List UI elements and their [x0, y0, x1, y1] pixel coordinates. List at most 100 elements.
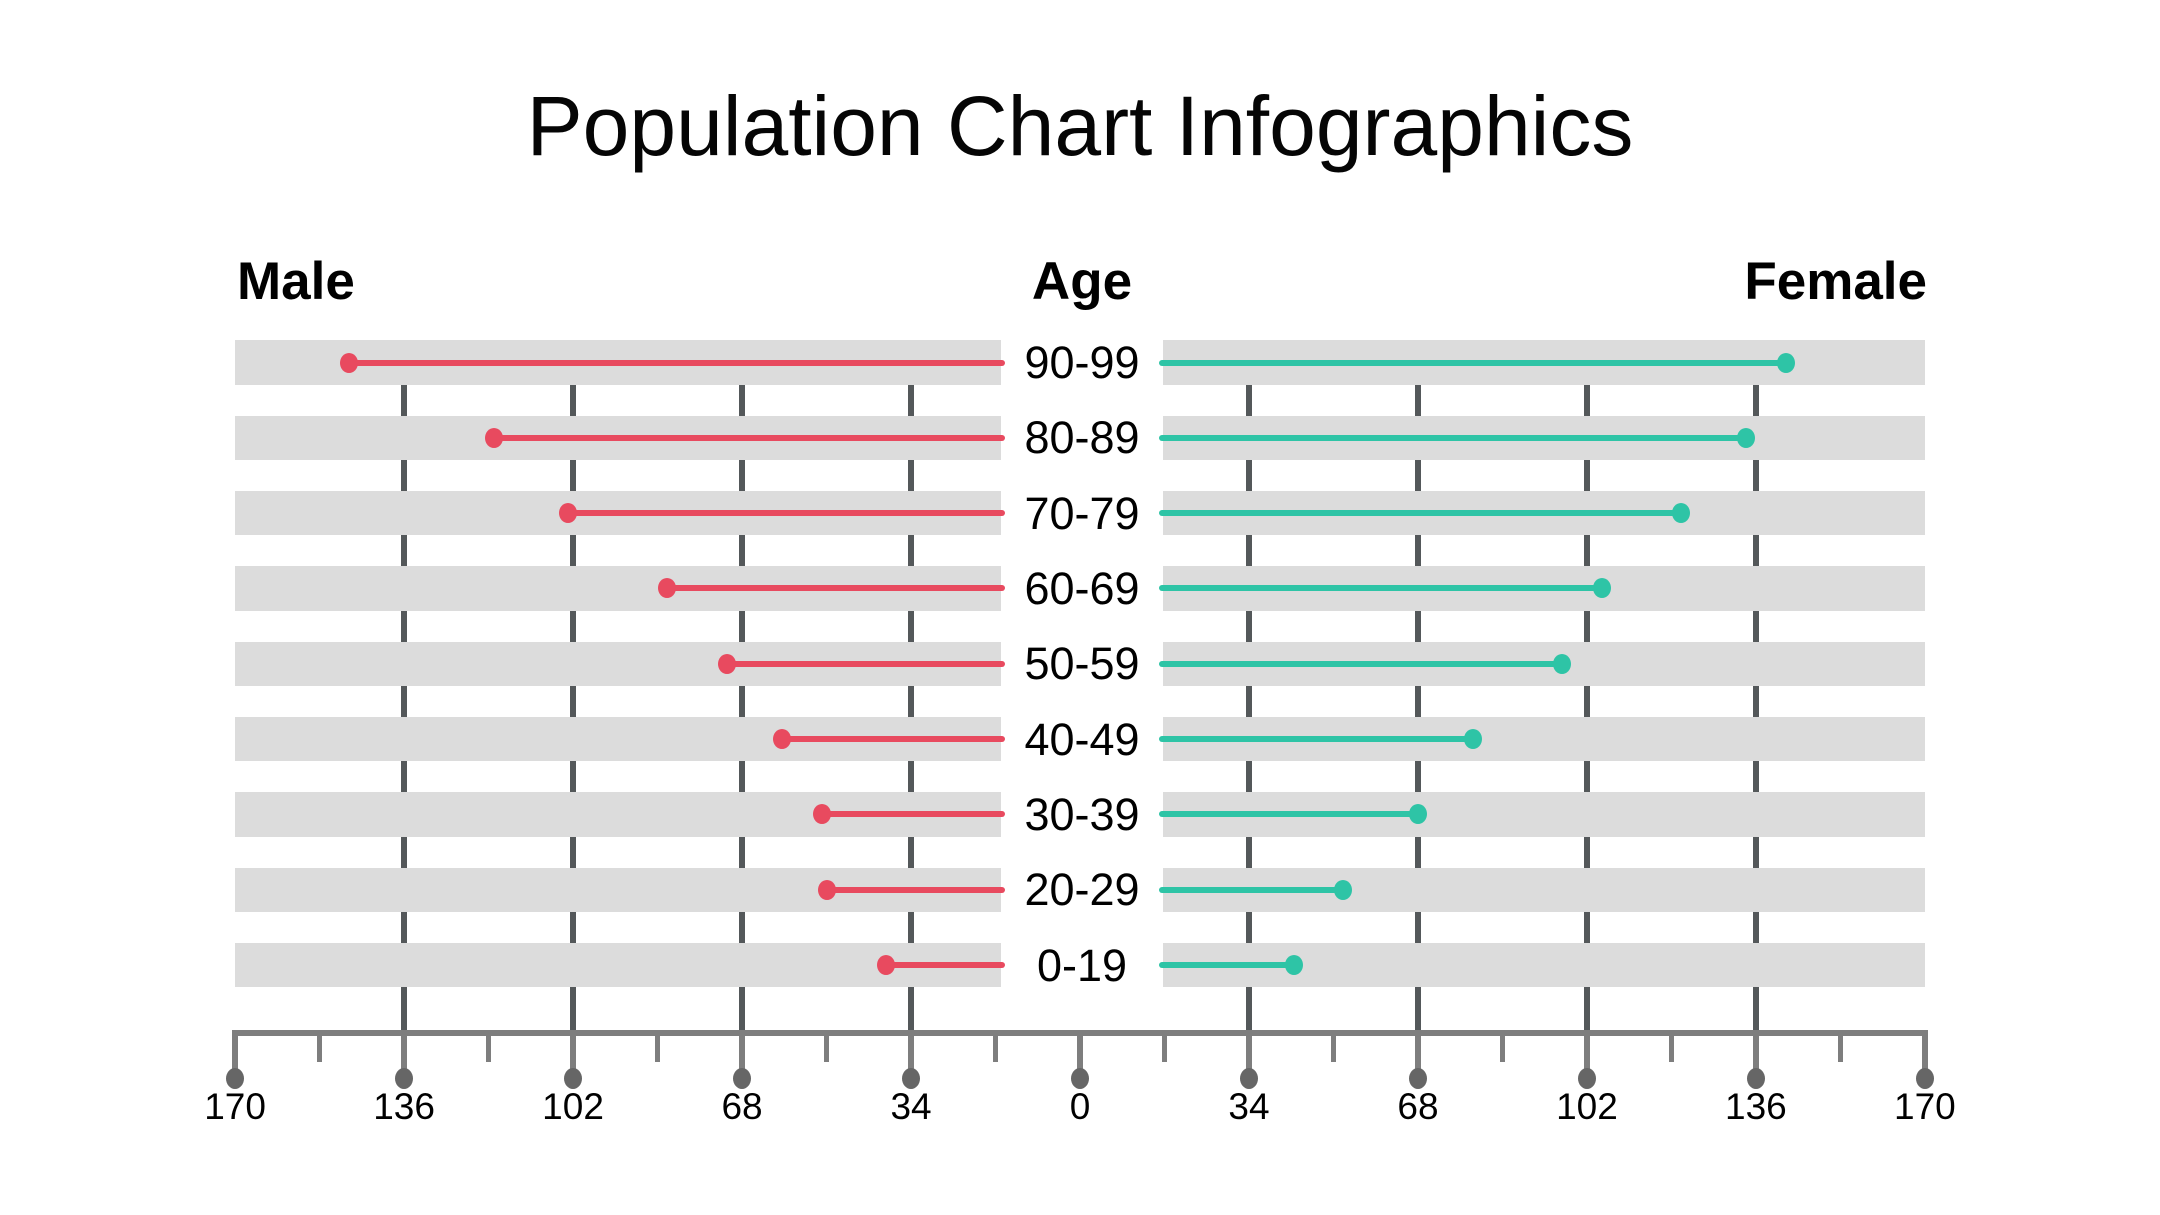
- male-lollipop-line: [493, 434, 1005, 441]
- axis-tick-label: 136: [373, 1086, 435, 1127]
- gridline-dash: [570, 761, 577, 793]
- gridline-dash: [401, 761, 408, 793]
- male-lollipop-dot: [658, 578, 677, 599]
- gridline-dash: [1583, 761, 1590, 793]
- age-column-header: Age: [1031, 252, 1133, 311]
- gridline-dash: [739, 535, 746, 567]
- female-lollipop-dot: [1334, 879, 1353, 900]
- gridline-dash: [1245, 460, 1252, 491]
- age-label: 80-89: [1024, 412, 1140, 464]
- gridline-dash: [1583, 610, 1590, 642]
- gridline-dash: [1752, 987, 1759, 1033]
- gridline-dash: [908, 535, 915, 567]
- gridline-dash: [570, 686, 577, 717]
- gridline-dash: [570, 912, 577, 943]
- female-lollipop-dot: [1284, 955, 1303, 976]
- gridline-dash: [908, 460, 915, 491]
- male-lollipop-line: [781, 736, 1005, 743]
- gridline-dash: [739, 987, 746, 1033]
- gridline-dash: [1752, 686, 1759, 717]
- axis-tick-label: 102: [542, 1086, 604, 1127]
- gridline-dash: [908, 610, 915, 642]
- major-tick: [401, 1030, 408, 1075]
- female-lollipop-dot: [1672, 503, 1691, 524]
- minor-tick: [1330, 1030, 1336, 1062]
- tick-dot: [902, 1068, 921, 1089]
- male-lollipop-dot: [817, 879, 836, 900]
- male-lollipop-dot: [559, 503, 578, 524]
- major-tick: [739, 1030, 746, 1075]
- tick-dot: [1239, 1068, 1258, 1089]
- major-tick: [1752, 1030, 1759, 1075]
- male-lollipop-line: [667, 585, 1005, 592]
- female-lollipop-line: [1159, 660, 1563, 667]
- tick-dot: [226, 1068, 245, 1089]
- female-lollipop-line: [1159, 736, 1473, 743]
- gridline-dash: [401, 610, 408, 642]
- male-lollipop-line: [349, 359, 1005, 366]
- minor-tick: [1668, 1030, 1674, 1062]
- male-lollipop-line: [886, 962, 1005, 969]
- gridline-dash: [1583, 460, 1590, 491]
- major-tick: [908, 1030, 915, 1075]
- female-lollipop-dot: [1736, 427, 1755, 448]
- gridline-dash: [1752, 761, 1759, 793]
- axis-tick-label: 34: [890, 1086, 932, 1127]
- gridline-dash: [908, 836, 915, 868]
- gridline-dash: [1245, 686, 1252, 717]
- female-lollipop-dot: [1592, 578, 1611, 599]
- male-lollipop-dot: [484, 427, 503, 448]
- major-tick: [570, 1030, 577, 1075]
- gridline-dash: [739, 761, 746, 793]
- female-lollipop-dot: [1776, 352, 1795, 373]
- axis-tick-label: 68: [721, 1086, 763, 1127]
- minor-tick: [1161, 1030, 1167, 1062]
- minor-tick: [1837, 1030, 1843, 1062]
- male-lollipop-line: [568, 510, 1005, 517]
- female-lollipop-line: [1159, 962, 1294, 969]
- gridline-dash: [739, 460, 746, 491]
- gridline-dash: [570, 460, 577, 491]
- male-row-band: [235, 942, 1001, 988]
- major-tick: [232, 1030, 239, 1075]
- minor-tick: [824, 1030, 830, 1062]
- female-lollipop-line: [1159, 585, 1602, 592]
- gridline-dash: [1414, 460, 1421, 491]
- axis-tick-label: 0: [1069, 1086, 1091, 1127]
- gridline-dash: [739, 686, 746, 717]
- gridline-dash: [401, 686, 408, 717]
- male-lollipop-dot: [812, 804, 831, 825]
- minor-tick: [317, 1030, 323, 1062]
- tick-dot: [395, 1068, 414, 1089]
- gridline-dash: [908, 384, 915, 416]
- gridline-dash: [908, 987, 915, 1033]
- gridline-dash: [1583, 987, 1590, 1033]
- gridline-dash: [1583, 836, 1590, 868]
- gridline-dash: [1414, 761, 1421, 793]
- axis-tick-label: 136: [1725, 1086, 1787, 1127]
- gridline-dash: [1583, 535, 1590, 567]
- female-column-header: Female: [1744, 252, 1927, 311]
- age-label: 0-19: [1036, 939, 1128, 991]
- axis-tick-label: 170: [1894, 1086, 1956, 1127]
- gridline-dash: [401, 836, 408, 868]
- gridline-dash: [401, 384, 408, 416]
- gridline-dash: [401, 535, 408, 567]
- gridline-dash: [1414, 610, 1421, 642]
- tick-dot: [1577, 1068, 1596, 1089]
- gridline-dash: [908, 912, 915, 943]
- gridline-dash: [1245, 761, 1252, 793]
- gridline-dash: [1414, 987, 1421, 1033]
- male-lollipop-line: [821, 811, 1005, 818]
- gridline-dash: [1245, 836, 1252, 868]
- tick-dot: [1915, 1068, 1934, 1089]
- minor-tick: [993, 1030, 998, 1062]
- female-lollipop-line: [1159, 886, 1344, 893]
- axis-tick-label: 170: [204, 1086, 266, 1127]
- male-column-header: Male: [237, 252, 355, 311]
- male-lollipop-dot: [340, 352, 359, 373]
- gridline-dash: [1414, 686, 1421, 717]
- axis-tick-label: 34: [1228, 1086, 1270, 1127]
- male-lollipop-line: [727, 660, 1005, 667]
